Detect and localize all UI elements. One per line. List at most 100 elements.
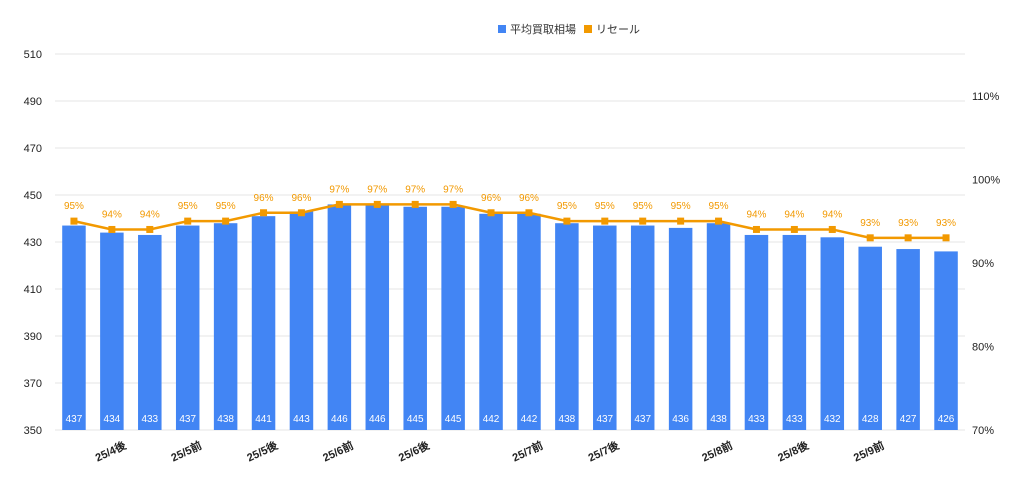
- resale-value-label: 95%: [633, 201, 653, 212]
- bar: [289, 211, 314, 430]
- bar: [668, 227, 693, 430]
- y-right-tick-label: 100%: [972, 174, 1000, 186]
- y-left-tick-label: 470: [24, 143, 42, 155]
- y-left-tick-label: 350: [24, 425, 42, 437]
- bar: [630, 225, 655, 430]
- resale-point: [752, 225, 760, 233]
- resale-value-label: 96%: [291, 193, 311, 204]
- resale-value-label: 93%: [860, 218, 880, 229]
- legend: 平均買取相場 リセール: [498, 23, 640, 36]
- resale-point: [297, 209, 305, 217]
- x-tick-label: 25/5前: [169, 438, 204, 464]
- resale-point: [677, 217, 685, 225]
- resale-point: [601, 217, 609, 225]
- x-tick-label: 25/8前: [699, 438, 734, 464]
- y-right-tick-label: 70%: [972, 425, 994, 437]
- bar: [593, 225, 617, 430]
- y-left-tick-label: 450: [24, 190, 42, 202]
- bar-value-label: 426: [938, 414, 955, 425]
- resale-value-label: 94%: [784, 209, 804, 220]
- bar-value-label: 433: [141, 414, 158, 425]
- label-layer: 437 434 433 437 438 441 443 446 446 445 445 442 442 4…: [64, 184, 956, 425]
- resale-point: [715, 217, 723, 225]
- resale-point: [563, 217, 571, 225]
- resale-value-label: 97%: [367, 184, 387, 195]
- resale-value-label: 93%: [936, 218, 956, 229]
- resale-value-label: 93%: [898, 218, 918, 229]
- legend-swatch-bar: [498, 25, 506, 33]
- resale-point: [108, 225, 116, 233]
- resale-value-label: 95%: [557, 201, 577, 212]
- bar: [744, 234, 769, 430]
- resale-value-label: 94%: [746, 209, 766, 220]
- bar: [62, 225, 86, 430]
- resale-point: [70, 217, 78, 225]
- bar-value-label: 433: [786, 414, 803, 425]
- bar: [782, 234, 807, 430]
- resale-point: [222, 217, 230, 225]
- resale-value-label: 94%: [102, 209, 122, 220]
- resale-point: [260, 209, 268, 217]
- x-tick-label: 25/6後: [396, 438, 432, 465]
- bar-value-label: 436: [672, 414, 689, 425]
- bar-value-label: 438: [217, 414, 234, 425]
- resale-value-label: 95%: [216, 201, 236, 212]
- bar-value-label: 437: [179, 414, 196, 425]
- bar: [251, 216, 276, 430]
- bar: [517, 213, 541, 430]
- bar-value-label: 437: [634, 414, 651, 425]
- y-left-tick-label: 510: [24, 49, 42, 61]
- bar-value-label: 446: [331, 414, 348, 425]
- resale-value-label: 96%: [481, 193, 501, 204]
- x-tick-label: 25/5後: [244, 438, 280, 465]
- resale-value-label: 96%: [519, 193, 539, 204]
- bar-value-label: 445: [445, 414, 462, 425]
- bar: [403, 206, 427, 430]
- resale-point: [487, 209, 495, 217]
- resale-value-label: 97%: [405, 184, 425, 195]
- resale-value-label: 94%: [140, 209, 160, 220]
- y-left-tick-label: 370: [24, 378, 42, 390]
- bar: [706, 223, 731, 430]
- bar-value-label: 442: [521, 414, 538, 425]
- bar-layer: [62, 204, 958, 430]
- resale-point: [411, 200, 419, 208]
- bar-value-label: 438: [710, 414, 727, 425]
- x-tick-label: 25/9前: [851, 438, 886, 464]
- bar-value-label: 434: [104, 414, 121, 425]
- resale-point: [373, 200, 381, 208]
- bar-value-label: 441: [255, 414, 272, 425]
- bar: [934, 251, 958, 430]
- bar: [138, 234, 162, 430]
- y-left-tick-label: 390: [24, 331, 42, 343]
- bar-value-label: 428: [862, 414, 879, 425]
- bar: [479, 213, 503, 430]
- bar: [327, 204, 352, 430]
- bar: [175, 225, 200, 430]
- resale-point: [942, 234, 950, 242]
- bar-value-label: 432: [824, 414, 841, 425]
- bar-value-label: 446: [369, 414, 386, 425]
- bar-value-label: 442: [483, 414, 500, 425]
- resale-value-label: 97%: [443, 184, 463, 195]
- resale-value-label: 94%: [822, 209, 842, 220]
- resale-point: [639, 217, 647, 225]
- resale-point: [525, 209, 533, 217]
- bar: [555, 223, 579, 430]
- bar-value-label: 427: [900, 414, 917, 425]
- resale-value-label: 95%: [709, 201, 729, 212]
- bar: [441, 206, 465, 430]
- resale-line: [73, 203, 947, 240]
- resale-value-label: 95%: [595, 201, 615, 212]
- resale-value-label: 96%: [254, 193, 274, 204]
- y-right-tick-label: 80%: [972, 341, 994, 353]
- x-tick-label: 25/4後: [93, 438, 129, 465]
- y-right-tick-label: 90%: [972, 258, 994, 270]
- x-tick-label: 25/7前: [510, 438, 545, 464]
- axis-layer: 350 370 390 410 430 450 470 490 510 70% 80% 90% 100%…: [24, 49, 1001, 464]
- line-layer: [70, 200, 950, 242]
- legend-swatch-line: [584, 25, 592, 33]
- bar-value-label: 445: [407, 414, 424, 425]
- y-left-tick-label: 410: [24, 284, 42, 296]
